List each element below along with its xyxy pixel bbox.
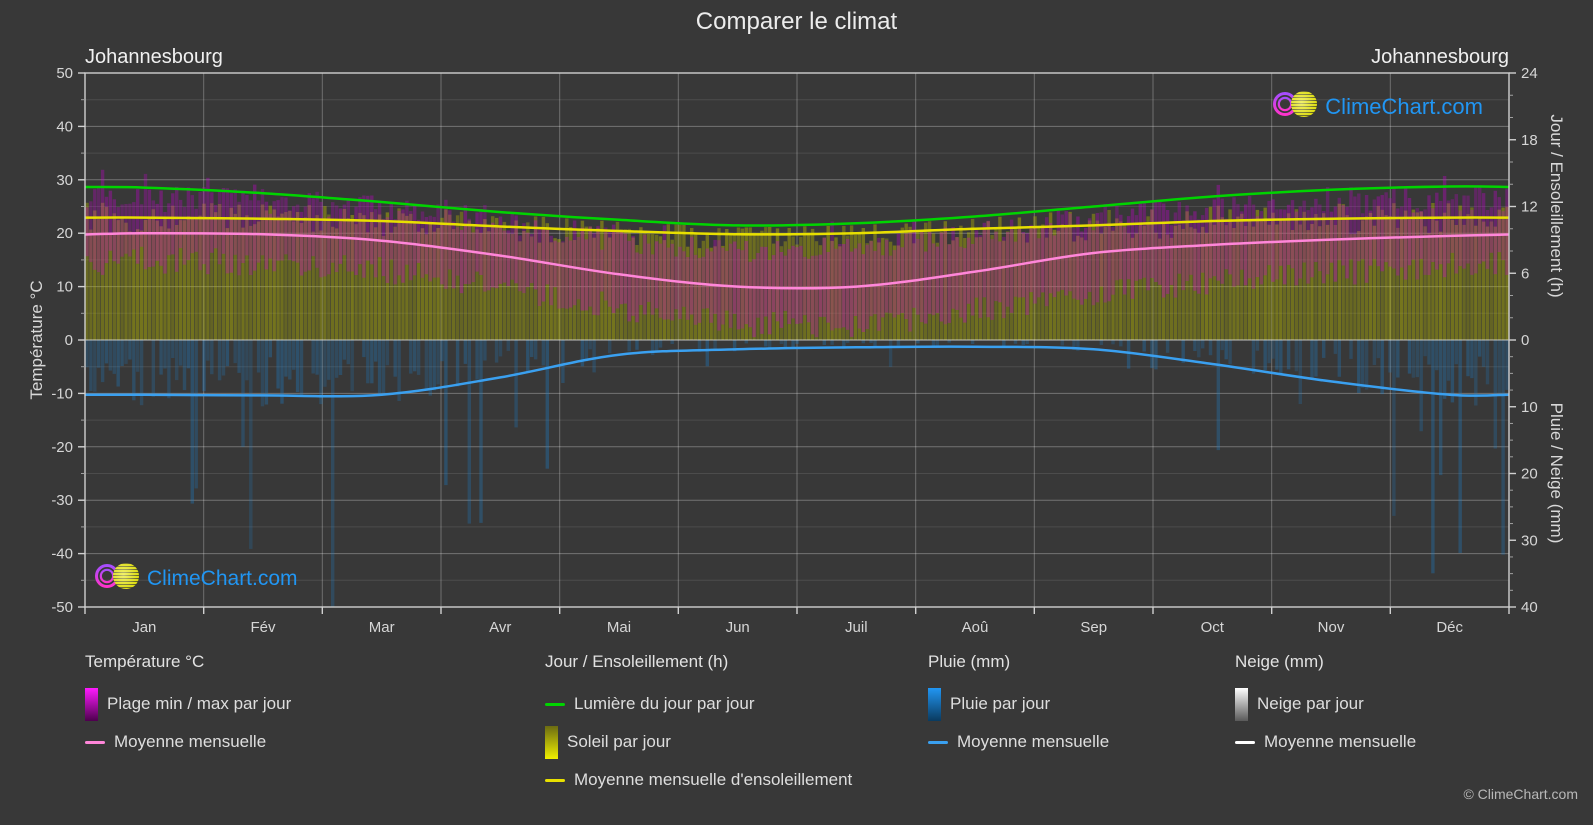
snow-mean-line-swatch: [1235, 740, 1255, 744]
temp-range-swatch: [85, 687, 98, 721]
svg-text:Oct: Oct: [1201, 619, 1225, 636]
legend-item-label: Moyenne mensuelle: [114, 732, 267, 751]
svg-text:10: 10: [1521, 399, 1538, 416]
rain-mean-line-swatch: [928, 740, 948, 744]
legend-group-sun: Jour / Ensoleillement (h) Lumière du jou…: [545, 652, 905, 789]
legend-item-label: Lumière du jour par jour: [574, 694, 755, 713]
svg-text:Jan: Jan: [132, 619, 156, 636]
station-name-right: Johannesbourg: [1371, 46, 1509, 68]
daylight-line-swatch: [545, 702, 565, 706]
rain-bars-swatch: [928, 687, 941, 721]
legend-item: Lumière du jour par jour: [545, 687, 754, 721]
svg-text:30: 30: [56, 172, 73, 189]
svg-text:-20: -20: [51, 439, 73, 456]
sunshine-mean-line-swatch: [545, 778, 565, 782]
svg-text:40: 40: [56, 118, 73, 135]
legend-item-label: Neige par jour: [1257, 694, 1364, 713]
legend-group-temperature: Température °C Plage min / max par jour …: [85, 652, 445, 751]
svg-text:-30: -30: [51, 492, 73, 509]
legend-item: Moyenne mensuelle: [85, 725, 266, 759]
watermark-text: ClimeChart.com: [147, 566, 298, 590]
watermark-top-right: ClimeChart.com: [1271, 86, 1483, 127]
svg-text:Avr: Avr: [489, 619, 511, 636]
svg-text:50: 50: [56, 65, 73, 82]
svg-text:Déc: Déc: [1436, 619, 1463, 636]
svg-text:24: 24: [1521, 65, 1538, 82]
svg-text:Fév: Fév: [250, 619, 276, 636]
svg-text:-40: -40: [51, 546, 73, 563]
legend-group-title: Température °C: [85, 652, 205, 671]
svg-text:30: 30: [1521, 532, 1538, 549]
svg-text:-50: -50: [51, 599, 73, 616]
svg-text:Aoû: Aoû: [962, 619, 989, 636]
legend-item-label: Moyenne mensuelle: [957, 732, 1110, 751]
legend-item-label: Plage min / max par jour: [107, 694, 292, 713]
svg-text:6: 6: [1521, 265, 1529, 282]
temp-mean-line-swatch: [85, 740, 105, 744]
svg-text:0: 0: [65, 332, 73, 349]
svg-text:0: 0: [1521, 332, 1529, 349]
legend-item: Neige par jour: [1235, 687, 1364, 721]
legend-group-title: Neige (mm): [1235, 652, 1324, 671]
legend-group-rain: Pluie (mm) Pluie par jour Moyenne mensue…: [928, 652, 1288, 751]
legend-item: Moyenne mensuelle: [928, 725, 1109, 759]
svg-text:20: 20: [1521, 466, 1538, 483]
svg-text:-10: -10: [51, 385, 73, 402]
legend-group-title: Jour / Ensoleillement (h): [545, 652, 729, 671]
legend-item: Moyenne mensuelle: [1235, 725, 1416, 759]
sun-bars-swatch: [545, 725, 558, 759]
legend-item: Soleil par jour: [545, 725, 671, 759]
svg-text:10: 10: [56, 279, 73, 296]
legend-item-label: Pluie par jour: [950, 694, 1051, 713]
climechart-logo-icon: [1271, 86, 1319, 127]
svg-text:Jun: Jun: [726, 619, 750, 636]
station-name-left: Johannesbourg: [85, 46, 223, 68]
legend-item-label: Soleil par jour: [567, 732, 671, 751]
svg-text:Mai: Mai: [607, 619, 631, 636]
legend-item-label: Moyenne mensuelle d'ensoleillement: [574, 770, 853, 789]
svg-text:18: 18: [1521, 132, 1538, 149]
y-axis-label-temperature: Température °C: [27, 280, 46, 400]
snow-bars-swatch: [1235, 687, 1248, 721]
svg-text:Juil: Juil: [845, 619, 868, 636]
legend-item: Moyenne mensuelle d'ensoleillement: [545, 763, 852, 797]
climechart-logo-icon: [93, 558, 141, 599]
legend-item: Pluie par jour: [928, 687, 1050, 721]
y-axis-label-sun: Jour / Ensoleillement (h): [1547, 114, 1566, 298]
svg-text:Mar: Mar: [369, 619, 395, 636]
y-axis-label-rain-snow: Pluie / Neige (mm): [1547, 402, 1566, 544]
svg-text:Nov: Nov: [1318, 619, 1345, 636]
svg-text:20: 20: [56, 225, 73, 242]
legend-group-snow: Neige (mm) Neige par jour Moyenne mensue…: [1235, 652, 1593, 751]
copyright-text: © ClimeChart.com: [1463, 786, 1578, 802]
watermark-bottom-left: ClimeChart.com: [93, 558, 298, 599]
page-title: Comparer le climat: [695, 8, 898, 35]
svg-text:12: 12: [1521, 199, 1538, 216]
svg-text:40: 40: [1521, 599, 1538, 616]
legend-item: Plage min / max par jour: [85, 687, 291, 721]
watermark-text: ClimeChart.com: [1325, 93, 1483, 119]
svg-text:Sep: Sep: [1080, 619, 1107, 636]
legend-group-title: Pluie (mm): [928, 652, 1011, 671]
legend-item-label: Moyenne mensuelle: [1264, 732, 1417, 751]
